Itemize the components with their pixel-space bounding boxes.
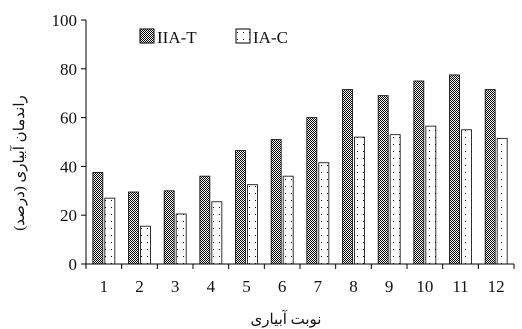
bar-iia-t-4 [199,175,211,265]
x-tick-label: 6 [278,277,287,296]
x-axis-ticks: 1 2 3 4 5 6 7 8 9 10 11 12 [85,264,515,296]
bar-ia-c-2 [140,225,151,265]
bar-iia-t-6 [270,139,282,265]
bar-iia-t-7 [306,117,318,265]
x-tick-label: 8 [349,277,358,296]
x-tick-label: 5 [242,277,251,296]
x-tick-label: 9 [385,277,394,296]
legend-swatch-iia-t [139,28,155,44]
bar-ia-c-3 [175,213,187,265]
y-tick-label: 20 [60,206,77,225]
bar-ia-c-5 [247,184,258,265]
x-tick-label: 7 [314,277,323,296]
y-tick-label: 40 [60,157,77,176]
y-tick-label: 0 [69,255,78,274]
legend: IIA-T IA-C [139,28,288,47]
bar-iia-t-3 [163,190,175,265]
y-tick-label: 60 [60,109,77,128]
y-tick-label: 80 [60,60,77,79]
bar-ia-c-6 [282,175,294,265]
y-axis-ticks: 0 20 40 60 80 100 [52,11,86,274]
x-tick-label: 3 [171,277,180,296]
bar-iia-t-5 [235,150,246,265]
x-tick-label: 12 [488,277,505,296]
y-tick-label: 100 [52,11,78,30]
bar-ia-c-7 [318,162,330,265]
x-tick-label: 10 [416,277,433,296]
bar-iia-t-1 [92,172,104,265]
bar-iia-t-11 [449,74,460,265]
bar-iia-t-2 [128,191,139,265]
x-tick-label: 11 [452,277,468,296]
bar-ia-c-4 [211,201,223,265]
x-tick-label: 4 [207,277,216,296]
bar-iia-t-10 [413,80,425,265]
bar-ia-c-12 [496,137,508,265]
bar-ia-c-9 [389,134,401,265]
bar-ia-c-8 [354,136,365,265]
bar-ia-c-11 [461,129,472,265]
bar-iia-t-9 [377,95,389,265]
x-tick-label: 2 [135,277,144,296]
bar-ia-c-10 [425,125,437,265]
bars-group [92,74,508,265]
x-axis-title: نوبت آبیاری [250,310,321,328]
y-axis-title: راندمان آبیاری (درصد) [10,95,28,231]
legend-swatch-ia-c [235,28,251,44]
bar-iia-t-8 [342,89,353,265]
legend-label-ia-c: IA-C [253,28,288,47]
x-tick-label: 1 [100,277,109,296]
bar-iia-t-12 [484,89,496,265]
legend-label-iia-t: IIA-T [157,28,197,47]
bar-ia-c-1 [104,197,116,265]
